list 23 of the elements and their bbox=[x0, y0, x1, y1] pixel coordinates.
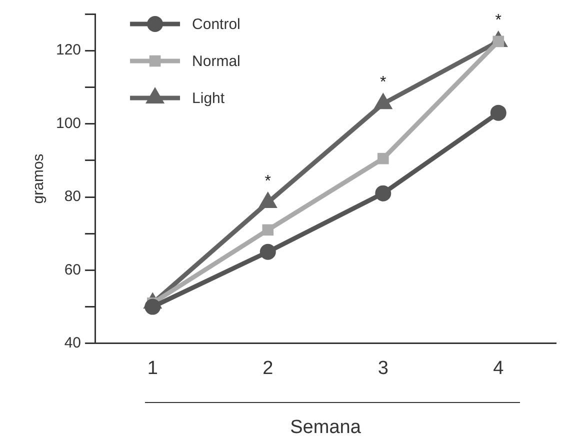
x-tick-label: 4 bbox=[493, 358, 504, 380]
y-tick-label: 120 bbox=[56, 42, 82, 59]
point bbox=[260, 244, 276, 260]
annotation: * bbox=[264, 172, 272, 190]
x-tick-label: 1 bbox=[147, 358, 158, 380]
y-tick-label: 40 bbox=[64, 334, 82, 352]
annotation: * bbox=[380, 74, 386, 92]
x-tick-label: 2 bbox=[262, 358, 274, 380]
annotation: * bbox=[495, 12, 502, 29]
x-tick-label: 3 bbox=[378, 358, 388, 380]
point bbox=[144, 298, 161, 315]
point bbox=[490, 104, 506, 121]
y-axis-title: gramos bbox=[30, 154, 48, 204]
legend-label: Normal bbox=[192, 53, 240, 70]
y-tick-label: 80 bbox=[64, 188, 82, 206]
y-tick-label: 60 bbox=[64, 261, 82, 278]
point bbox=[375, 185, 392, 202]
point bbox=[377, 152, 389, 164]
legend-label: Light bbox=[192, 90, 226, 108]
x-axis-title: Semana bbox=[290, 416, 362, 438]
legend-label: Control bbox=[192, 16, 240, 34]
y-tick-label: 100 bbox=[56, 114, 82, 132]
point bbox=[262, 224, 274, 236]
